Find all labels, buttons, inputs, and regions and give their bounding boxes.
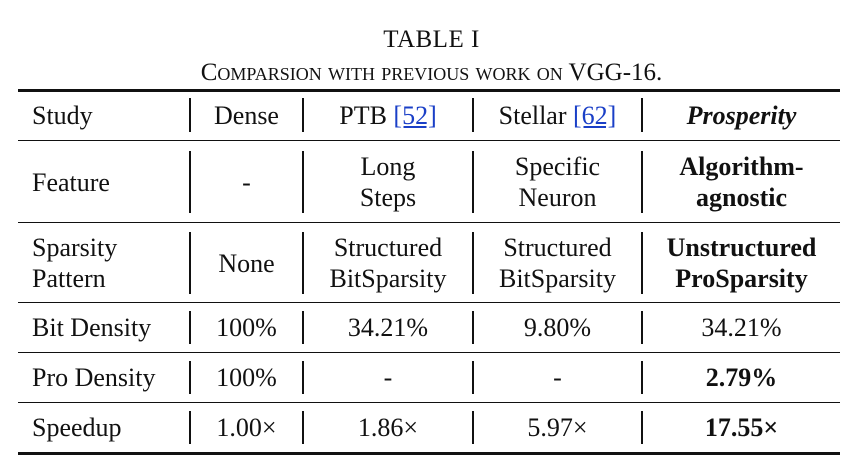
header-ptb: PTB [52] [304,98,472,132]
col-separator [641,311,643,344]
col-separator [189,411,191,444]
col-separator [472,411,474,444]
col-separator [472,151,474,213]
feature-stellar: Specific Neuron [514,152,601,212]
header-study: Study [32,100,93,130]
sparsity-pattern-prosperity: Unstructured ProSparsity [666,233,817,293]
pro-density-label: Pro Density [32,363,156,392]
stellar-label: Stellar [498,100,567,130]
col-separator [302,151,304,213]
stellar-citation-link[interactable]: [62] [573,100,617,130]
table-caption: Comparsion with previous work on VGG-16. [200,59,663,86]
header-stellar: Stellar [62] [474,98,641,132]
row-rule-3 [18,352,840,354]
ptb-citation-link[interactable]: [52] [393,100,437,130]
speedup-label: Speedup [32,413,122,442]
feature-dense: - [242,167,251,197]
header-prosperity: Prosperity [686,100,797,130]
bit-density-label: Bit Density [32,313,152,342]
col-separator [472,311,474,344]
col-separator [472,232,474,294]
col-separator [472,361,474,394]
col-separator [472,98,474,132]
feature-ptb: Long Steps [359,152,417,212]
bit-density-ptb: 34.21% [347,313,429,342]
feature-prosperity: Algorithm- agnostic [679,152,804,212]
col-separator [189,232,191,294]
bottom-rule [18,452,840,455]
col-separator [641,411,643,444]
table-number: TABLE I [383,26,480,53]
pro-density-dense: 100% [216,363,277,392]
col-separator [302,361,304,394]
bit-density-stellar: 9.80% [523,313,592,342]
col-separator [641,98,643,132]
col-separator [302,411,304,444]
sparsity-pattern-dense: None [218,248,275,278]
col-separator [189,98,191,132]
pro-density-stellar: - [553,363,562,392]
speedup-ptb: 1.86× [357,413,419,442]
feature-label: Feature [32,167,110,197]
sparsity-pattern-ptb: Structured BitSparsity [329,233,447,293]
col-separator [302,232,304,294]
col-separator [302,98,304,132]
sparsity-pattern-stellar: Structured BitSparsity [498,233,616,293]
col-separator [189,361,191,394]
col-separator [641,232,643,294]
row-rule-1 [18,222,840,224]
col-separator [189,151,191,213]
speedup-prosperity: 17.55× [704,413,779,442]
header-rule [18,140,840,142]
bit-density-dense: 100% [216,313,277,342]
speedup-stellar: 5.97× [527,413,588,442]
header-dense: Dense [214,100,279,130]
bit-density-prosperity: 34.21% [701,313,782,342]
pro-density-prosperity: 2.79% [705,363,778,392]
speedup-dense: 1.00× [216,413,277,442]
top-rule [18,89,840,92]
row-rule-2 [18,302,840,304]
row-rule-4 [18,402,840,404]
col-separator [641,151,643,213]
col-separator [189,311,191,344]
sparsity-pattern-label: Sparsity Pattern [32,233,118,293]
col-separator [641,361,643,394]
pro-density-ptb: - [383,363,393,392]
col-separator [302,311,304,344]
ptb-label: PTB [339,100,387,130]
